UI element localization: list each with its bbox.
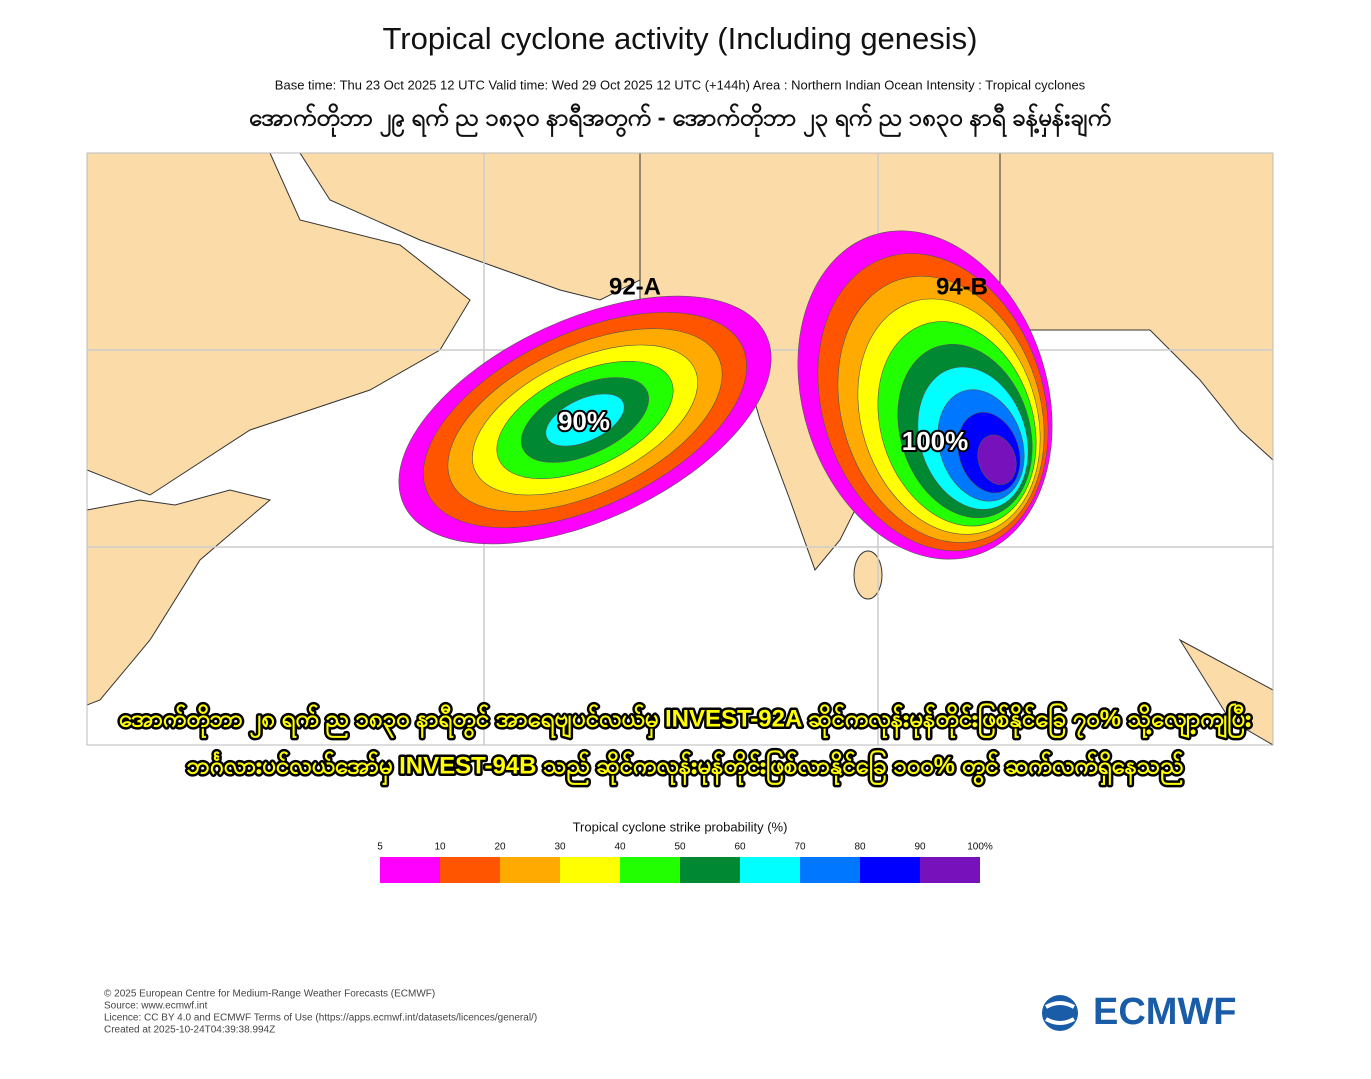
colorbar-swatch [380, 857, 440, 883]
title: Tropical cyclone activity (Including gen… [383, 21, 978, 56]
colorbar-tick-label: 50 [674, 842, 686, 853]
footer-line: Licence: CC BY 4.0 and ECMWF Terms of Us… [104, 1013, 537, 1024]
probability-label: 90% [558, 406, 610, 436]
footer: © 2025 European Centre for Medium-Range … [104, 989, 537, 1036]
colorbar-swatch [920, 857, 980, 883]
caption-line: ဘင်္ဂလားပင်လယ်အော်မှ INVEST-94B သည် ဆိုင… [187, 749, 1184, 785]
legend-title: Tropical cyclone strike probability (%) [573, 819, 788, 834]
colorbar-swatch [800, 857, 860, 883]
subtitle: Base time: Thu 23 Oct 2025 12 UTC Valid … [275, 77, 1086, 92]
colorbar-swatch [680, 857, 740, 883]
colorbar-tick-label: 5 [377, 842, 383, 853]
colorbar-swatch [560, 857, 620, 883]
colorbar-tick-label: 70 [794, 842, 806, 853]
colorbar-tick-label: 100% [967, 842, 993, 853]
colorbar-tick-label: 90 [914, 842, 926, 853]
colorbar-tick-label: 80 [854, 842, 866, 853]
probability-area [545, 393, 625, 447]
probability-label: 100% [902, 426, 969, 456]
system-name: 94-B [936, 273, 988, 300]
colorbar-swatch [500, 857, 560, 883]
colorbar-swatch [620, 857, 680, 883]
colorbar-tick-label: 20 [494, 842, 506, 853]
colorbar-tick-label: 10 [434, 842, 446, 853]
colorbar-swatch [740, 857, 800, 883]
colorbar-swatch [440, 857, 500, 883]
footer-line: Created at 2025-10-24T04:39:38.994Z [104, 1025, 275, 1036]
colorbar-tick-label: 60 [734, 842, 746, 853]
probability-areas [398, 230, 1053, 560]
colorbar-swatch [860, 857, 920, 883]
logo-text: ECMWF [1093, 991, 1237, 1033]
colorbar-tick-label: 30 [554, 842, 566, 853]
map-frame [86, 152, 1274, 746]
system-name: 92-A [609, 273, 661, 300]
probability-area [977, 434, 1017, 485]
local-caption: အောက်တိုဘာ ၂၉ ရက် ည ၁၈၃၀ နာရီအတွက် - အော… [249, 102, 1112, 137]
colorbar: 5 10 20 30 40 50 60 70 80 90 100% [377, 842, 993, 883]
footer-line: © 2025 European Centre for Medium-Range … [104, 989, 435, 1000]
map [87, 153, 1273, 745]
colorbar-tick-label: 40 [614, 842, 626, 853]
footer-line: Source: www.ecmwf.int [104, 1001, 208, 1012]
logo: ECMWF [1042, 991, 1237, 1033]
